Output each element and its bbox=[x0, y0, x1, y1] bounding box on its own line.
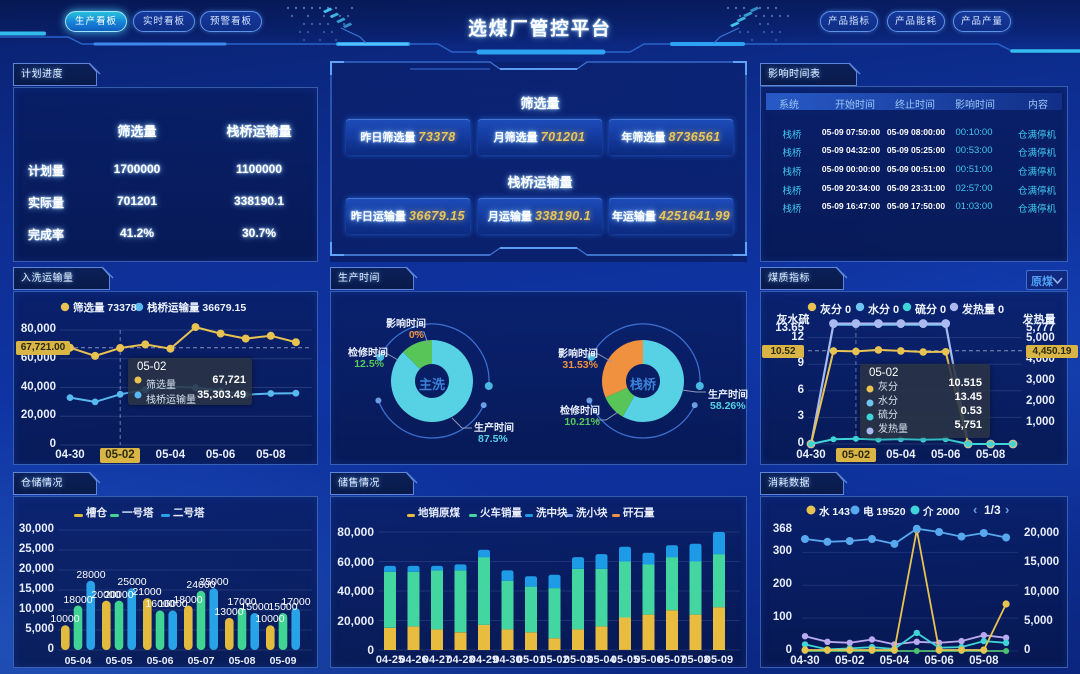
svg-text:25000: 25000 bbox=[199, 576, 228, 588]
svg-text:20000: 20000 bbox=[91, 589, 120, 601]
svg-text:24000: 24000 bbox=[186, 579, 215, 591]
svg-text:17000: 17000 bbox=[281, 596, 310, 608]
svg-text:15000: 15000 bbox=[240, 601, 269, 613]
svg-text:28000: 28000 bbox=[76, 569, 105, 581]
svg-text:10000: 10000 bbox=[50, 613, 79, 625]
svg-text:16000: 16000 bbox=[145, 598, 174, 610]
svg-text:17000: 17000 bbox=[227, 596, 256, 608]
svg-text:25000: 25000 bbox=[117, 576, 146, 588]
svg-text:16000: 16000 bbox=[158, 598, 187, 610]
svg-text:15000: 15000 bbox=[268, 601, 297, 613]
svg-text:13000: 13000 bbox=[214, 606, 243, 618]
svg-text:18000: 18000 bbox=[63, 594, 92, 606]
svg-text:18000: 18000 bbox=[173, 594, 202, 606]
svg-text:20000: 20000 bbox=[104, 589, 133, 601]
svg-text:10000: 10000 bbox=[255, 613, 284, 625]
svg-text:21000: 21000 bbox=[132, 586, 161, 598]
